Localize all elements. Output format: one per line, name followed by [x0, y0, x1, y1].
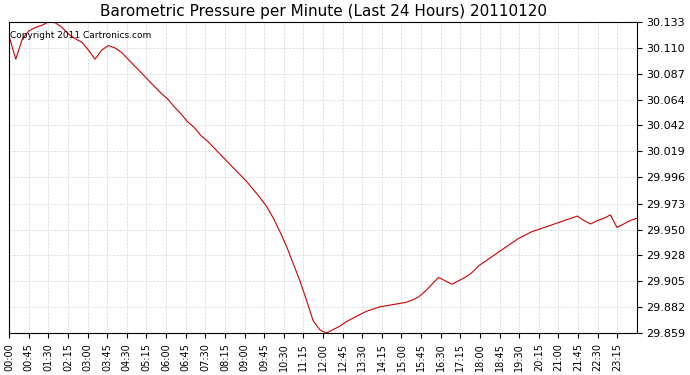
- Text: Copyright 2011 Cartronics.com: Copyright 2011 Cartronics.com: [10, 31, 152, 40]
- Title: Barometric Pressure per Minute (Last 24 Hours) 20110120: Barometric Pressure per Minute (Last 24 …: [99, 4, 546, 19]
